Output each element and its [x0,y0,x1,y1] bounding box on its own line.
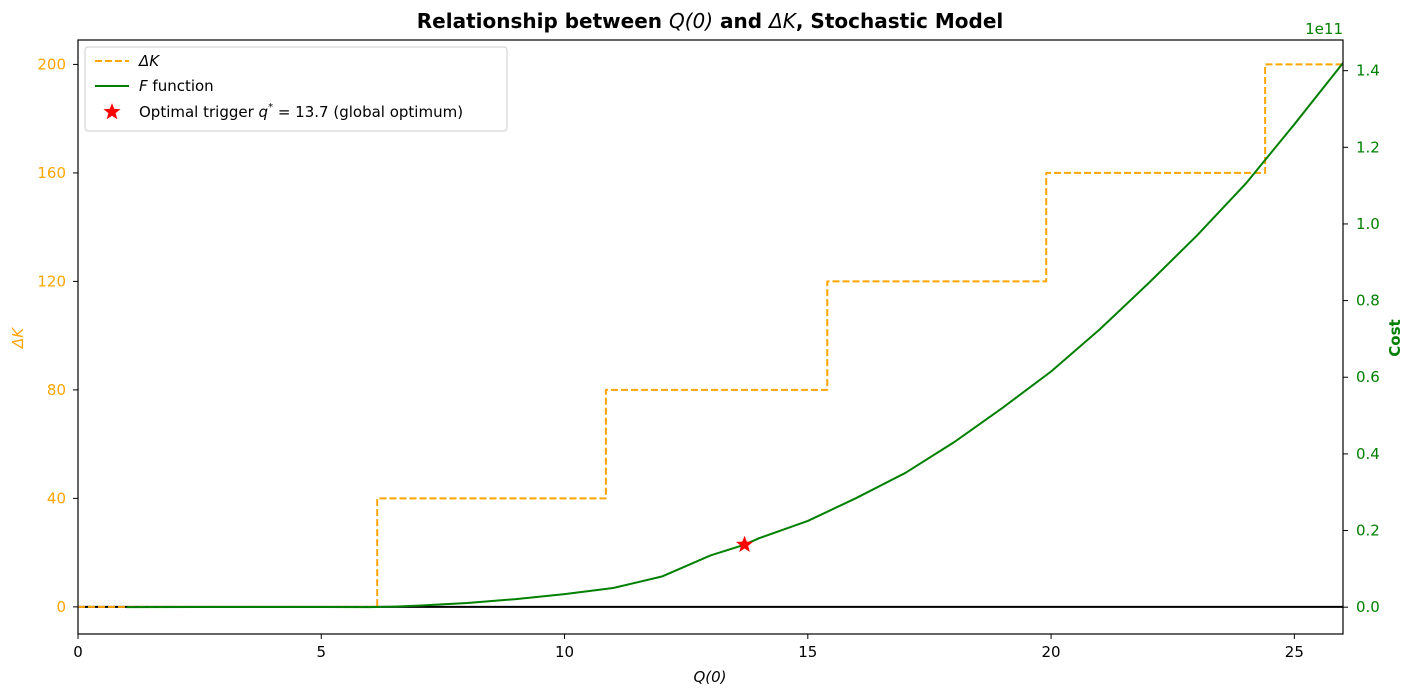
left-tick-label: 40 [47,489,66,507]
left-tick-label: 120 [37,272,66,290]
left-tick-label: 200 [37,55,66,73]
left-tick-label: 80 [47,381,66,399]
chart-title: Relationship between Q(0) and ΔK, Stocha… [417,9,1003,33]
right-tick-label: 0.4 [1356,445,1380,463]
plot-area [78,62,1343,609]
title-q0: Q(0) [669,9,713,33]
x-tick-label: 25 [1285,643,1304,661]
left-tick-label: 160 [37,164,66,182]
right-tick-label: 0.8 [1356,292,1380,310]
optimum-star-marker [736,535,754,552]
right-tick-label: 1.2 [1356,138,1380,156]
right-tick-label: 1.0 [1356,215,1380,233]
series-dk-step-line [78,63,1343,608]
right-tick-label: 1.4 [1356,62,1380,80]
legend-optimum-label: Optimal trigger q* = 13.7 (global optimu… [139,102,463,121]
right-tick-label: 0.2 [1356,522,1380,540]
right-axis-offset-label: 1e11 [1305,20,1343,38]
legend-f-label: F function [139,77,214,95]
x-tick-label: 10 [555,643,574,661]
x-tick-label: 20 [1042,643,1061,661]
left-axis-label: ΔK [9,327,27,349]
x-tick-label: 15 [798,643,817,661]
title-dk: ΔK [767,9,798,33]
left-tick-label: 0 [56,598,66,616]
right-axis-label: Cost [1386,319,1404,356]
x-tick-label: 0 [73,643,83,661]
axes: 0 5 10 15 20 25 0 40 80 120 160 200 0.0 0.2 0.4 0.6 0.8 1… [37,39,1380,661]
x-tick-label: 5 [316,643,326,661]
legend-optimum-star-icon [103,103,121,120]
plot-frame [77,39,1344,635]
right-tick-label: 0.0 [1356,598,1380,616]
right-tick-label: 0.6 [1356,368,1380,386]
legend-box [84,46,508,132]
legend-dk-label: ΔK [138,52,160,70]
x-axis-label: Q(0) [693,668,726,686]
legend: ΔK F function Optimal trigger q* = 13.7 … [84,46,508,132]
